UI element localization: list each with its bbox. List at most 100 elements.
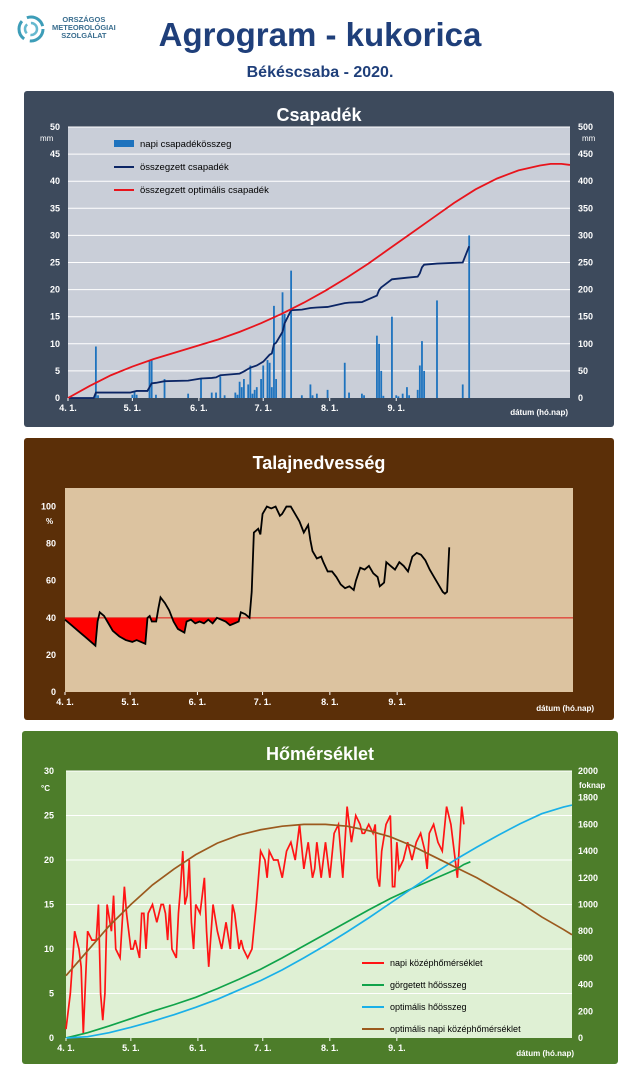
precip-bar: [273, 305, 275, 398]
x-tick-label: 6. 1.: [189, 697, 207, 707]
precip-bar: [275, 379, 277, 398]
y-tick-label-left: 25: [44, 811, 54, 821]
precip-bar: [380, 370, 383, 398]
precip-bar: [210, 392, 213, 398]
y-tick-label-left: 35: [50, 203, 60, 213]
talajnedvesseg-chart: Talajnedvesség 0 20 40 60 80 100 4. 1. 5. 1. 6. …: [24, 438, 614, 720]
legend-label-opt-hoosszeg: optimális hőösszeg: [390, 1002, 467, 1012]
precip-bar: [382, 395, 385, 398]
y-tick-label-left: 20: [50, 285, 60, 295]
y-tick-label-left: 15: [44, 900, 54, 910]
precip-bar: [281, 292, 284, 398]
y-tick-label-left: 30: [50, 230, 60, 240]
precip-bar: [236, 394, 239, 398]
homerseklet-legend: napi középhőmérséklet görgetett hőösszeg…: [362, 958, 521, 1034]
x-tick-label: 7. 1.: [254, 1043, 272, 1053]
napi-kozephomerseklet-line: [65, 806, 465, 1034]
legend-label-osszegzett: összegzett csapadék: [140, 162, 229, 173]
precip-bar: [255, 387, 258, 398]
precip-bar: [266, 360, 269, 398]
legend-label-opt-napi: optimális napi középhőmérséklet: [390, 1024, 521, 1034]
precip-bar: [240, 387, 243, 398]
y-tick-label: 80: [46, 539, 56, 549]
legend-label-napi: napi csapadékösszeg: [140, 139, 231, 150]
y-tick-label-left: 0: [49, 1033, 54, 1043]
y-tick-label-right: 0: [578, 393, 583, 403]
precip-bar: [363, 395, 365, 398]
homerseklet-lines: [65, 804, 573, 1039]
precip-bar: [315, 393, 318, 398]
x-tick-label: 8. 1.: [321, 1043, 339, 1053]
x-tick-label: 4. 1.: [56, 697, 74, 707]
y-tick-label-left: 10: [44, 944, 54, 954]
y-tick-label-right: 150: [578, 312, 593, 322]
precip-bar: [219, 376, 222, 398]
precip-bar: [408, 395, 411, 398]
y-tick-label-left: 0: [55, 393, 60, 403]
homerseklet-ylabel-left: °C: [41, 784, 50, 793]
osszegzett-csapadek-line: [68, 245, 471, 399]
y-tick-label-right: 300: [578, 230, 593, 240]
precip-bar: [391, 316, 393, 398]
optimalis-csapadek-line: [67, 162, 571, 399]
precip-bar: [423, 370, 426, 398]
csapadek-xlabel: dátum (hó.nap): [510, 408, 568, 417]
page-title: Agrogram - kukorica: [158, 16, 482, 53]
legend-swatch-napi: [114, 140, 134, 147]
talajnedvesseg-line: [64, 505, 451, 648]
y-tick-label-left: 30: [44, 766, 54, 776]
csapadek-title: Csapadék: [276, 105, 362, 125]
precip-bar: [148, 360, 151, 398]
precip-bar: [133, 391, 136, 398]
y-tick-label-right: 400: [578, 176, 593, 186]
y-tick-label-right: 1400: [578, 846, 598, 856]
y-tick-label-right: 0: [578, 1033, 583, 1043]
precip-bar: [406, 387, 408, 398]
logo-line-3: SZOLGÁLAT: [61, 31, 107, 40]
x-tick-label: 5. 1.: [124, 403, 142, 413]
talajnedvesseg-title: Talajnedvesség: [253, 453, 386, 473]
precip-bar: [270, 387, 273, 398]
y-tick-label-left: 45: [50, 149, 60, 159]
precip-bar: [300, 395, 303, 398]
csapadek-gridlines: [68, 126, 570, 372]
precip-bar: [436, 300, 438, 398]
precip-bar: [311, 395, 314, 398]
y-tick-label-right: 50: [578, 366, 588, 376]
y-tick-label-right: 800: [578, 926, 593, 936]
csapadek-ylabel-left: mm: [40, 134, 54, 143]
y-tick-label-right: 400: [578, 980, 593, 990]
precip-bar: [135, 394, 138, 398]
talajnedvesseg-ylabel: %: [46, 517, 53, 526]
deficit-area: [105, 617, 148, 644]
y-tick-label-left: 40: [50, 176, 60, 186]
csapadek-axes: 0510152025303540455005010015020025030035…: [50, 122, 593, 413]
precip-bar: [131, 394, 134, 398]
y-tick-label-left: 25: [50, 258, 60, 268]
y-tick-label-right: 1000: [578, 900, 598, 910]
precip-bar: [150, 358, 153, 398]
talajnedvesseg-axes: 0 20 40 60 80 100 4. 1. 5. 1. 6. 1. 7. 1. 8. 1. 9. …: [41, 502, 406, 707]
x-tick-label: 7. 1.: [254, 403, 272, 413]
precip-bar: [361, 393, 363, 398]
legend-label-napi-kozep: napi középhőmérséklet: [390, 958, 483, 968]
y-tick-label-left: 50: [50, 122, 60, 132]
x-tick-label: 5. 1.: [122, 1043, 140, 1053]
precip-bar: [97, 395, 99, 398]
x-tick-label: 6. 1.: [190, 403, 208, 413]
logo-line-2: METEOROLÓGIAI: [52, 23, 116, 32]
precip-bar: [223, 395, 226, 398]
precip-bar: [401, 393, 404, 398]
csapadek-bars: [94, 235, 471, 398]
x-tick-label: 8. 1.: [321, 403, 339, 413]
x-tick-label: 7. 1.: [254, 697, 272, 707]
precip-bar: [215, 392, 217, 398]
x-tick-label: 8. 1.: [321, 697, 339, 707]
x-tick-label: 9. 1.: [387, 403, 405, 413]
logo-line-1: ORSZÁGOS: [62, 15, 106, 24]
x-tick-label: 4. 1.: [59, 403, 77, 413]
y-tick-label: 100: [41, 502, 56, 512]
x-tick-label: 5. 1.: [121, 697, 139, 707]
talajnedvesseg-xlabel: dátum (hó.nap): [536, 704, 594, 713]
precip-bar: [376, 335, 378, 398]
